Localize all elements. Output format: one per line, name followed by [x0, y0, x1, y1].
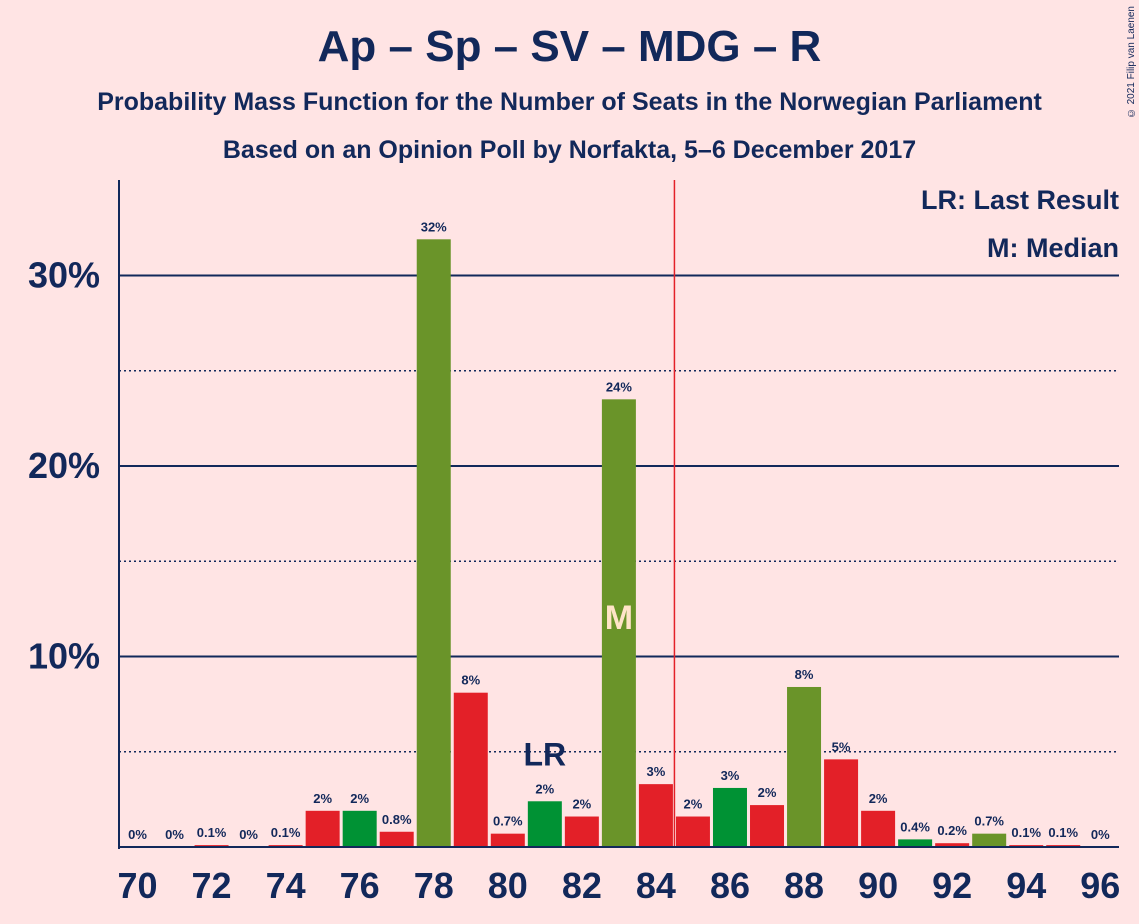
chart-subtitle: Probability Mass Function for the Number… [97, 88, 1042, 116]
x-tick-label: 92 [932, 865, 972, 906]
bar-seat-83 [601, 399, 636, 847]
data-label: 3% [647, 764, 666, 779]
bar-seat-81 [527, 801, 562, 847]
x-tick-label: 84 [636, 865, 676, 906]
data-label: 2% [684, 797, 703, 812]
bar-seat-77 [379, 831, 414, 847]
data-label: 0.1% [1048, 825, 1078, 840]
median-marker: M [605, 599, 633, 637]
y-tick-label: 20% [28, 445, 100, 486]
data-label: 0.1% [197, 825, 227, 840]
x-tick-label: 94 [1006, 865, 1046, 906]
bar-seat-92 [935, 843, 970, 847]
x-tick-label: 80 [488, 865, 528, 906]
x-tick-label: 82 [562, 865, 602, 906]
data-label: 32% [421, 219, 447, 234]
bar-seat-79 [453, 692, 488, 847]
x-tick-label: 72 [192, 865, 232, 906]
bar-seat-78 [416, 239, 451, 847]
data-label: 0.1% [1011, 825, 1041, 840]
data-label: 8% [795, 667, 814, 682]
data-label: 2% [313, 791, 332, 806]
data-label: 0.1% [271, 825, 301, 840]
data-label: 0% [165, 827, 184, 842]
x-tick-label: 76 [340, 865, 380, 906]
bar-seat-82 [564, 816, 599, 847]
chart-subtitle-source: Based on an Opinion Poll by Norfakta, 5–… [222, 136, 917, 164]
bar-seat-93 [972, 833, 1007, 847]
data-label: 0.7% [493, 814, 523, 829]
x-tick-label: 70 [117, 865, 157, 906]
x-tick-label: 90 [858, 865, 898, 906]
bar-seat-90 [861, 810, 896, 847]
bar-seat-88 [787, 686, 822, 847]
x-tick-label: 86 [710, 865, 750, 906]
data-label: 0.8% [382, 812, 412, 827]
data-label: 2% [869, 791, 888, 806]
data-label: 5% [832, 739, 851, 754]
data-label: 2% [535, 781, 554, 796]
data-label: 8% [461, 673, 480, 688]
data-label: 0% [1091, 827, 1110, 842]
data-label: 3% [721, 768, 740, 783]
data-label: 0% [128, 827, 147, 842]
bar-seat-80 [490, 833, 525, 847]
legend-last-result: LR: Last Result [920, 185, 1119, 215]
data-label: 2% [572, 797, 591, 812]
bar-seat-87 [750, 805, 785, 847]
bar-seat-86 [712, 787, 747, 847]
bar-seat-89 [824, 759, 859, 847]
bar-seat-76 [342, 810, 377, 847]
data-label: 0.2% [937, 823, 967, 838]
legend-median: M: Median [987, 233, 1119, 263]
bar-seat-91 [898, 839, 933, 847]
data-label: 0% [239, 827, 258, 842]
x-tick-label: 88 [784, 865, 824, 906]
last-result-marker: LR [524, 736, 567, 772]
data-label: 0.7% [974, 814, 1004, 829]
data-label: 2% [350, 791, 369, 806]
y-tick-label: 10% [28, 636, 100, 677]
chart-title: Ap – Sp – SV – MDG – R [317, 22, 822, 71]
y-tick-label: 30% [28, 255, 100, 296]
data-label: 24% [606, 379, 632, 394]
data-label: 0.4% [900, 819, 930, 834]
bar-seat-84 [638, 784, 673, 847]
x-tick-label: 78 [414, 865, 454, 906]
x-tick-label: 96 [1080, 865, 1120, 906]
data-label: 2% [758, 785, 777, 800]
x-tick-label: 74 [266, 865, 306, 906]
bar-seat-85 [675, 816, 710, 847]
bar-seat-75 [305, 810, 340, 847]
